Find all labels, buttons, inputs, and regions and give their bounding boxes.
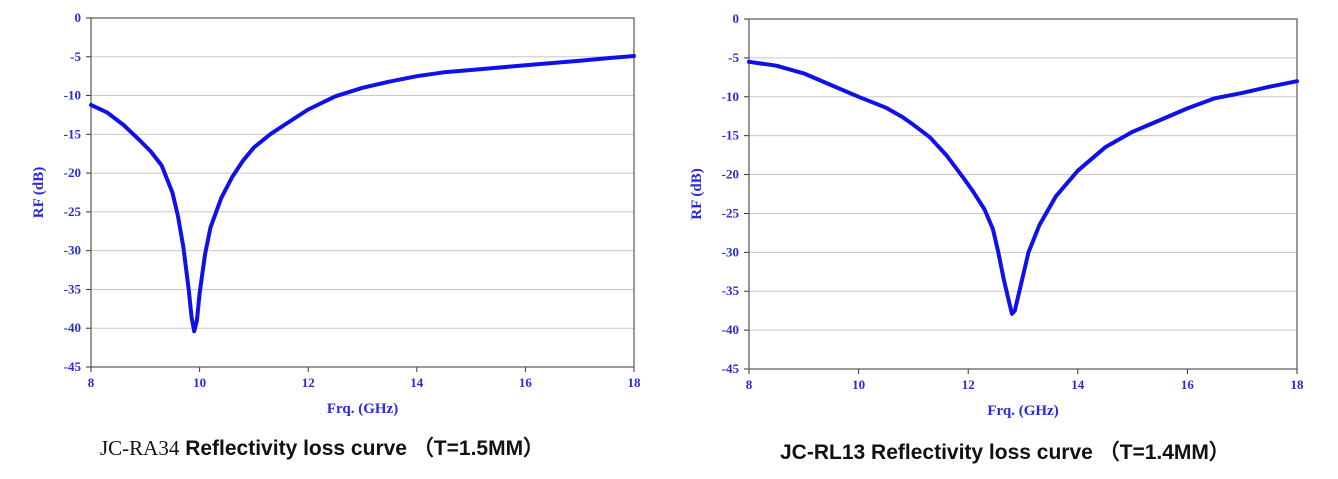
plot-frame [90, 17, 635, 368]
y-tick-label: -25 [722, 205, 740, 220]
y-tick-label: -5 [70, 49, 81, 64]
y-tick-label: -15 [64, 126, 82, 141]
caption-text: Reflectivity loss curve （T=1.4MM） [871, 441, 1230, 464]
y-tick-label: 0 [75, 10, 82, 25]
x-tick-label: 12 [302, 375, 315, 390]
x-tick-label: 18 [628, 375, 642, 390]
series-line [747, 59, 1299, 316]
y-tick-label: -15 [722, 128, 740, 143]
y-tick-label: -30 [64, 243, 81, 258]
y-axis-title: RF (dB) [689, 168, 705, 220]
caption-text: Reflectivity loss curve （T=1.5MM） [185, 437, 545, 460]
x-tick-label: 16 [519, 375, 533, 390]
plot-frame [748, 18, 1298, 370]
caption-left: JC-RA34 Reflectivity loss curve （T=1.5MM… [100, 432, 544, 462]
x-tick-label: 8 [746, 377, 753, 392]
x-tick-label: 10 [193, 375, 206, 390]
x-tick-label: 8 [88, 375, 95, 390]
y-tick-label: -30 [722, 244, 739, 259]
caption-model: JC-RA34 [100, 436, 180, 460]
y-tick-label: -25 [64, 204, 82, 219]
y-tick-label: -35 [64, 281, 82, 296]
x-tick-label: 16 [1181, 377, 1195, 392]
y-tick-label: -45 [722, 361, 740, 376]
series-line [89, 54, 636, 334]
y-tick-label: -40 [64, 320, 81, 335]
caption-right: JC-RL13 Reflectivity loss curve （T=1.4MM… [780, 436, 1230, 466]
y-tick-label: -40 [722, 322, 739, 337]
x-tick-label: 14 [410, 375, 424, 390]
y-tick-label: -20 [64, 165, 81, 180]
y-tick-label: 0 [733, 11, 740, 26]
chart-panel-left: 0 -5 -10 -15 -20 -25 -30 -35 -40 -45 8 10 12 14 16 18 Fr… [31, 10, 642, 462]
reflectivity-chart-right: 0 -5 -10 -15 -20 -25 -30 -35 -40 -45 8 10 12 14 16 18 Fr… [689, 11, 1305, 419]
y-tick-label: -20 [722, 167, 739, 182]
y-axis-title: RF (dB) [31, 167, 47, 219]
x-axis-title: Frq. (GHz) [327, 401, 398, 417]
y-tick-label: -35 [722, 283, 740, 298]
x-tick-label: 10 [852, 377, 865, 392]
reflectivity-chart-left: 0 -5 -10 -15 -20 -25 -30 -35 -40 -45 8 10 12 14 16 18 Fr… [31, 10, 642, 417]
y-tick-label: -45 [64, 359, 82, 374]
x-tick-label: 14 [1071, 377, 1085, 392]
x-tick-label: 12 [962, 377, 975, 392]
chart-panel-right: 0 -5 -10 -15 -20 -25 -30 -35 -40 -45 8 10 12 14 16 18 Fr… [669, 0, 1338, 479]
y-tick-label: -10 [64, 88, 81, 103]
x-axis-title: Frq. (GHz) [987, 403, 1058, 419]
x-tick-label: 18 [1291, 377, 1305, 392]
caption-model: JC-RL13 [780, 441, 866, 464]
y-tick-label: -5 [728, 50, 739, 65]
y-tick-label: -10 [722, 89, 739, 104]
